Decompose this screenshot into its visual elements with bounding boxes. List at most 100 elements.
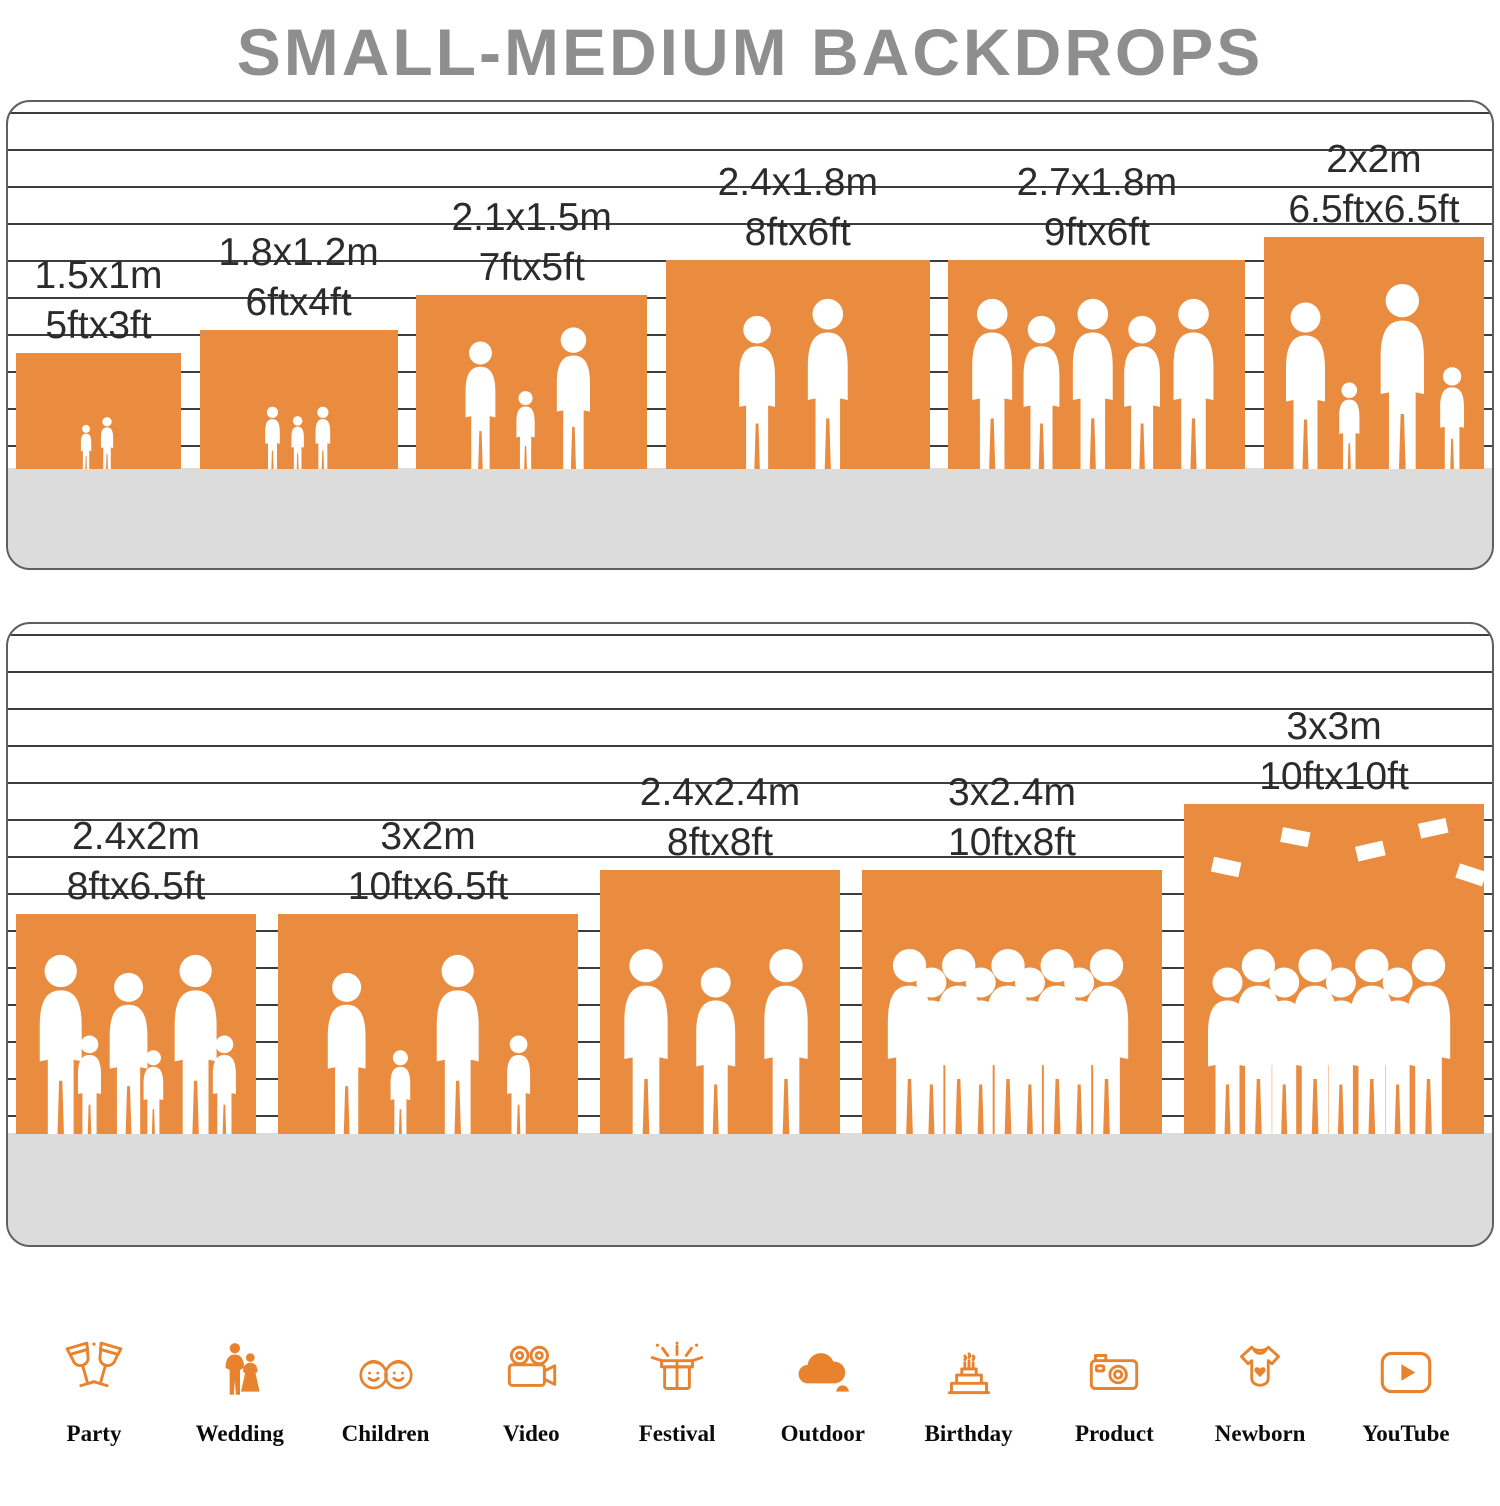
backdrop-size-imperial: 10ftx6.5ft [347, 865, 509, 908]
backdrop-size-metric: 2.7x1.8m [1016, 161, 1178, 204]
backdrop-size-metric: 2.4x1.8m [717, 161, 878, 204]
backdrop-size-imperial: 10ftx10ft [1259, 755, 1409, 798]
backdrop-rectangle [16, 914, 256, 1135]
category-wedding: Wedding [172, 1339, 308, 1447]
people-silhouettes-party-crowd [887, 948, 1129, 1135]
backdrop-rectangle [416, 295, 648, 470]
backdrop-size-imperial: 6.5ftx6.5ft [1288, 188, 1460, 231]
backdrop-rectangle [948, 260, 1246, 469]
backdrop-rectangle [600, 870, 840, 1135]
floor [8, 468, 1492, 568]
backdrop-2x2m: 2x2m 6.5ftx6.5ft [1263, 135, 1484, 470]
floor [8, 1133, 1492, 1245]
outdoor-icon [798, 1353, 849, 1392]
backdrop-rectangle [278, 914, 578, 1135]
backdrop-rectangle [862, 870, 1162, 1135]
category-row: Party Wedding Children Video Festival Outdoor… [0, 1339, 1500, 1447]
category-video: Video [463, 1339, 599, 1447]
backdrop-size-labels: 2x2m 6.5ftx6.5ft [1264, 135, 1484, 235]
backdrop-1.5x1m: 1.5x1m 5ftx3ft [16, 251, 181, 470]
newborn-icon [1240, 1345, 1281, 1387]
backdrop-2.1x1.5m: 2.1x1.5m 7ftx5ft [416, 193, 648, 470]
category-party: Party [26, 1339, 162, 1447]
category-newborn: Newborn [1192, 1339, 1328, 1447]
backdrop-size-metric: 3x3m [1286, 705, 1382, 748]
backdrop-2.7x1.8m: 2.7x1.8m 9ftx6ft [948, 158, 1246, 469]
category-label: Party [66, 1421, 122, 1446]
people-silhouettes-kids-reading [80, 417, 114, 470]
category-outdoor: Outdoor [755, 1339, 891, 1447]
backdrop-size-imperial: 5ftx3ft [45, 304, 152, 347]
children-icon [358, 1359, 413, 1390]
backdrop-rectangle [16, 353, 181, 470]
category-product: Product [1046, 1339, 1182, 1447]
category-label: YouTube [1362, 1421, 1450, 1446]
backdrop-size-metric: 2x2m [1326, 138, 1422, 181]
category-label: Newborn [1214, 1421, 1306, 1446]
category-festival: Festival [609, 1339, 745, 1447]
backdrop-size-metric: 2.1x1.5m [451, 196, 612, 239]
people-silhouettes-family-group [39, 954, 236, 1135]
category-label: Children [341, 1421, 430, 1446]
backdrop-size-labels: 2.7x1.8m 9ftx6ft [948, 158, 1245, 258]
backdrop-2.4x1.8m: 2.4x1.8m 8ftx6ft [665, 158, 930, 469]
festival-icon [650, 1341, 704, 1390]
product-icon [1090, 1354, 1139, 1390]
backdrop-size-labels: 1.8x1.2m 6ftx4ft [200, 228, 398, 328]
backdrop-size-metric: 3x2.4m [948, 771, 1076, 814]
category-youtube: YouTube [1338, 1339, 1474, 1447]
backdrop-size-imperial: 7ftx5ft [478, 246, 585, 289]
backdrop-size-labels: 2.4x2m 8ftx6.5ft [16, 812, 256, 912]
backdrop-rectangle [665, 260, 930, 469]
backdrop-size-metric: 3x2m [380, 815, 476, 858]
backdrop-size-imperial: 8ftx6ft [744, 211, 851, 254]
backdrop-size-metric: 2.4x2.4m [639, 771, 801, 814]
people-silhouettes-wedding-couple [738, 298, 848, 469]
party-icon [65, 1341, 123, 1388]
category-birthday: Birthday [901, 1339, 1037, 1447]
backdrop-size-imperial: 8ftx6.5ft [66, 865, 206, 908]
people-silhouettes-couple-with-pets [1285, 283, 1464, 470]
medium-backdrops-panel: 2.4x2m 8ftx6.5ft 3x2m 10ftx6.5ft 2.4x2.4m 8ft… [6, 622, 1494, 1247]
backdrop-3x2.4m: 3x2.4m 10ftx8ft [862, 768, 1162, 1135]
backdrop-2.4x2.4m: 2.4x2.4m 8ftx8ft [600, 768, 840, 1135]
backdrop-size-imperial: 8ftx8ft [666, 821, 774, 864]
backdrop-size-imperial: 9ftx6ft [1043, 211, 1150, 254]
backdrop-rectangle [1263, 237, 1484, 470]
backdrop-size-labels: 3x3m 10ftx10ft [1184, 702, 1484, 802]
backdrop-size-metric: 1.8x1.2m [218, 231, 379, 274]
category-label: Video [502, 1421, 560, 1446]
backdrop-size-labels: 3x2.4m 10ftx8ft [862, 768, 1162, 868]
backdrop-size-labels: 2.4x1.8m 8ftx6ft [666, 158, 930, 258]
people-silhouettes-dancing-group [972, 298, 1214, 469]
video-icon [508, 1345, 557, 1387]
category-children: Children [318, 1339, 454, 1447]
people-silhouettes-family-play [327, 954, 531, 1135]
backdrop-3x2m: 3x2m 10ftx6.5ft [278, 812, 578, 1135]
backdrop-size-labels: 3x2m 10ftx6.5ft [278, 812, 578, 912]
youtube-icon [1380, 1351, 1432, 1394]
people-silhouettes-family-walk [465, 327, 591, 470]
people-silhouettes-kids-running [264, 406, 330, 470]
category-label: Wedding [195, 1421, 284, 1446]
backdrop-size-labels: 1.5x1m 5ftx3ft [16, 251, 181, 351]
page: SMALL-MEDIUM BACKDROPS 1.5x1m 5ftx3ft 1.8x… [0, 14, 1500, 1447]
backdrop-size-labels: 2.1x1.5m 7ftx5ft [416, 193, 647, 293]
people-silhouettes-graduation [1208, 817, 1487, 1135]
small-backdrops-panel: 1.5x1m 5ftx3ft 1.8x1.2m 6ftx4ft 2.1x1.5m 7ftx… [6, 100, 1494, 570]
category-label: Birthday [924, 1421, 1013, 1446]
backdrop-size-labels: 2.4x2.4m 8ftx8ft [600, 768, 840, 868]
wedding-icon [225, 1343, 260, 1395]
people-silhouettes-friends [624, 948, 808, 1135]
backdrop-size-metric: 2.4x2m [72, 815, 200, 858]
backdrop-2.4x2m: 2.4x2m 8ftx6.5ft [16, 812, 256, 1135]
backdrop-size-metric: 1.5x1m [34, 254, 163, 297]
page-title: SMALL-MEDIUM BACKDROPS [236, 15, 1264, 89]
category-label: Festival [638, 1421, 716, 1446]
backdrop-rectangle [199, 330, 398, 470]
backdrop-3x3m: 3x3m 10ftx10ft [1184, 702, 1487, 1135]
category-label: Product [1074, 1421, 1154, 1446]
backdrop-size-imperial: 6ftx4ft [245, 281, 352, 324]
backdrop-size-imperial: 10ftx8ft [948, 821, 1076, 864]
backdrop-rectangle [1184, 804, 1487, 1135]
